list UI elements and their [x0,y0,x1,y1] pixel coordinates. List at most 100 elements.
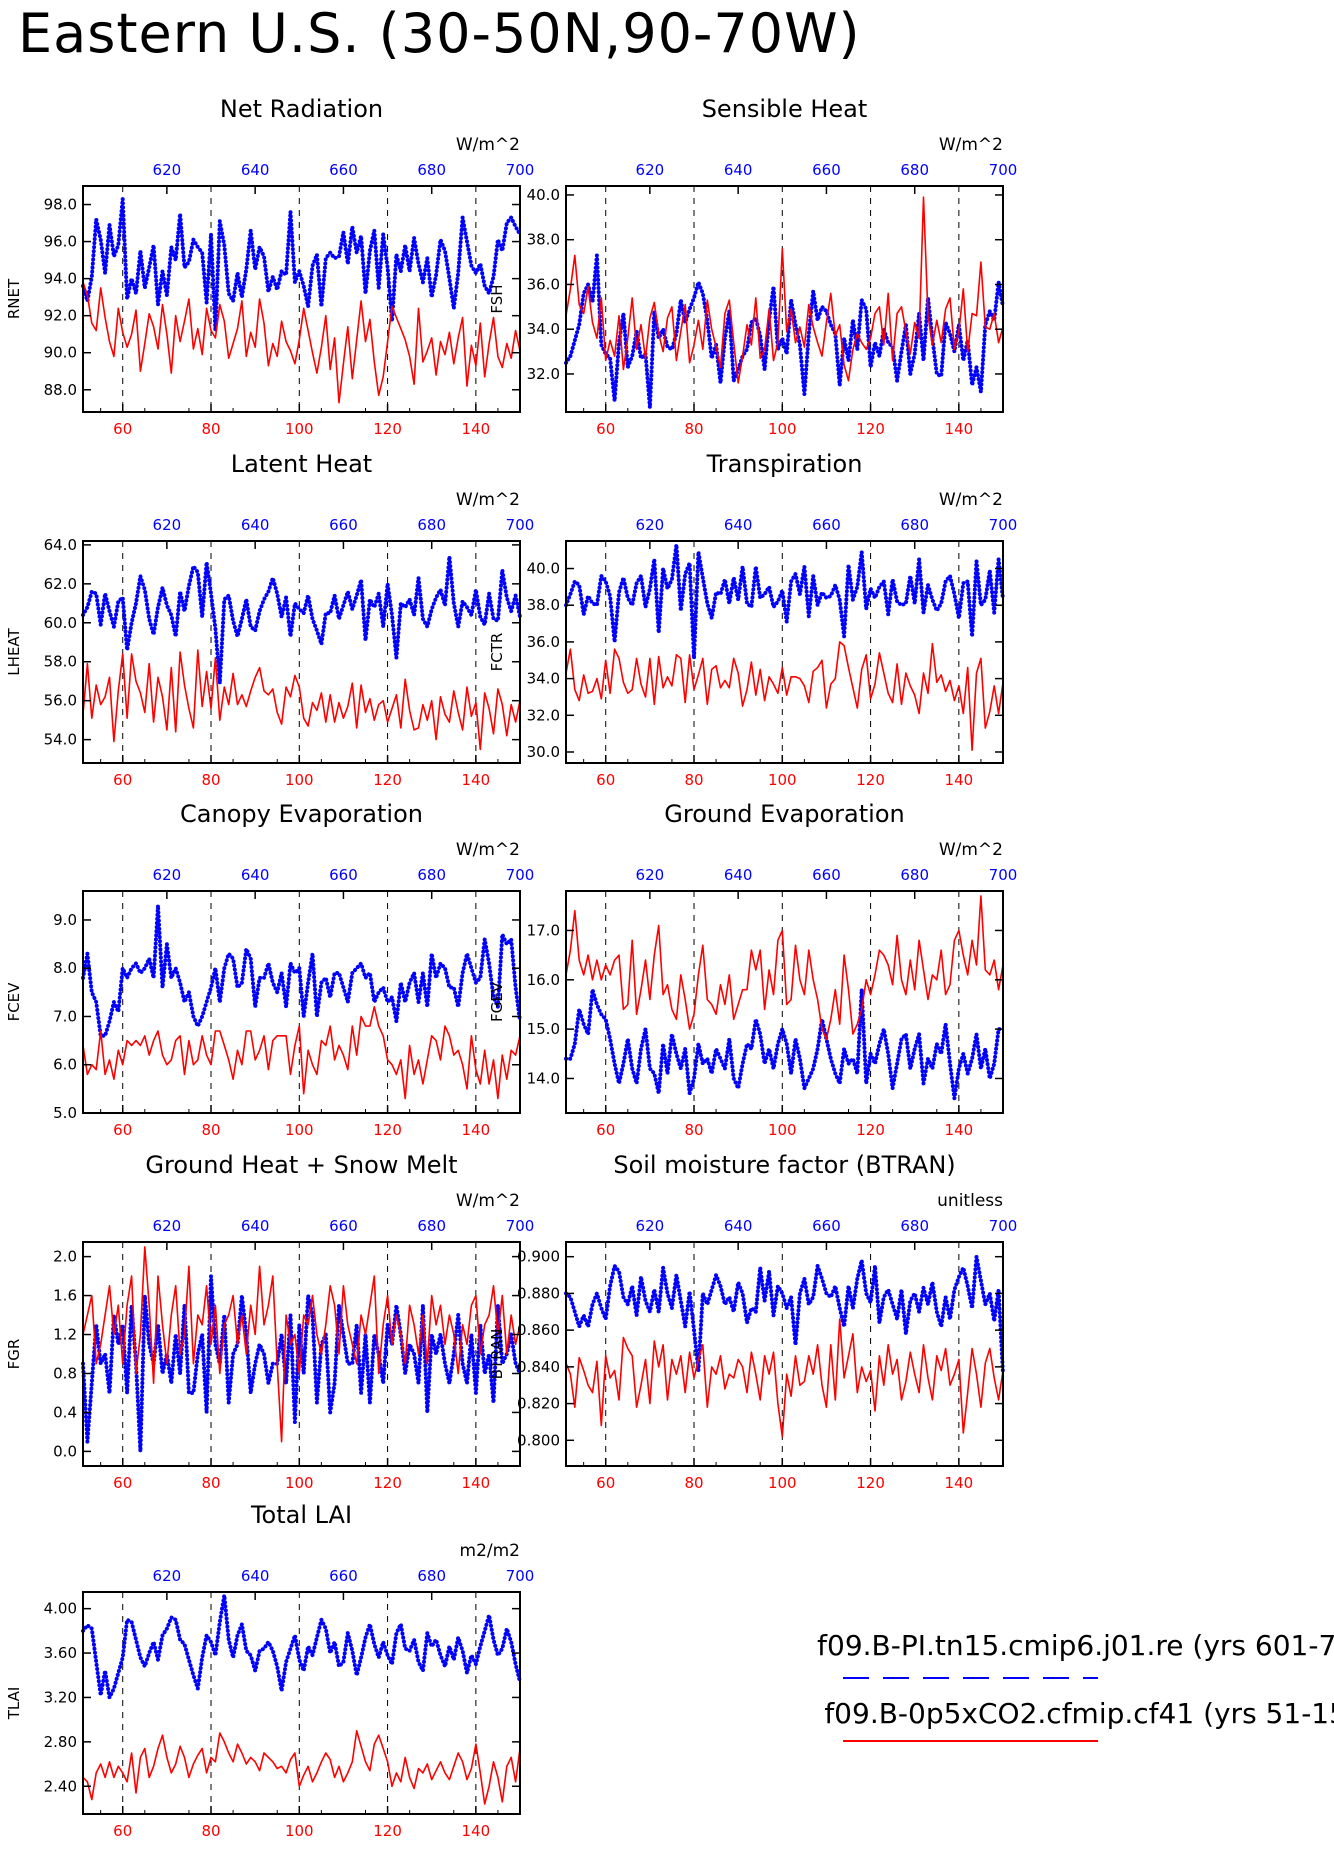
series-line-red [82,1246,521,1443]
series-line-red [565,1318,1004,1438]
y-tick-label: 60.0 [44,614,77,632]
units-label: W/m^2 [939,490,1003,510]
y-tick-label: 94.0 [44,270,77,288]
x-tick-label-top: 700 [989,516,1018,534]
y-tick-label: 15.0 [527,1020,560,1038]
y-axis-label: FCTR [488,633,506,672]
x-tick-label-top: 680 [417,1567,446,1585]
x-tick-label-bottom: 140 [462,1822,491,1840]
x-tick-label-bottom: 60 [596,1121,615,1139]
x-tick-label-bottom: 140 [945,1121,974,1139]
x-tick-label-bottom: 140 [945,771,974,789]
chart-panel-lheat: Latent Heat W/m^2 LHEAT 60 80 100 120 140 620 640… [5,450,534,789]
y-axis-label: FGR [5,1339,23,1370]
y-tick-label: 34.0 [527,320,560,338]
y-tick-label: 98.0 [44,196,77,214]
y-tick-label: 0.880 [517,1284,560,1302]
y-tick-label: 5.0 [53,1104,77,1122]
x-tick-label-top: 640 [724,161,753,179]
plot-frame [82,185,521,413]
x-tick-label-bottom: 120 [373,420,402,438]
panel-title: Net Radiation [220,95,383,123]
plot-frame [565,1241,1004,1467]
y-tick-label: 56.0 [44,692,77,710]
x-tick-label-top: 660 [812,516,841,534]
y-tick-label: 96.0 [44,233,77,251]
x-tick-label-bottom: 100 [768,771,797,789]
series-line-blue [81,554,522,686]
x-tick-label-top: 680 [417,866,446,884]
series-line-red [82,282,521,404]
series-line-blue [564,987,1005,1101]
y-tick-label: 38.0 [527,596,560,614]
panel-title: Transpiration [706,450,863,478]
x-tick-label-top: 680 [417,161,446,179]
y-tick-label: 9.0 [53,911,77,929]
plot-frame [82,540,521,764]
x-tick-label-top: 680 [900,866,929,884]
x-tick-label-bottom: 100 [285,1121,314,1139]
plot-frame [565,185,1004,413]
y-axis-label: RNET [5,278,23,319]
chart-panel-fctr: Transpiration W/m^2 FCTR 60 80 100 120 140 620 64… [488,450,1017,789]
series-line-blue [81,903,522,1038]
y-tick-label: 90.0 [44,344,77,362]
x-tick-label-bottom: 80 [684,420,703,438]
chart-panel-fgev: Ground Evaporation W/m^2 FGEV 60 80 100 120 140… [488,800,1017,1139]
units-label: W/m^2 [456,490,520,510]
x-tick-label-bottom: 120 [373,1822,402,1840]
x-tick-label-top: 700 [989,866,1018,884]
y-tick-label: 32.0 [527,706,560,724]
y-axis-label: LHEAT [5,627,23,675]
y-tick-label: 0.860 [517,1321,560,1339]
panel-title: Canopy Evaporation [180,800,423,828]
panel-title: Ground Evaporation [664,800,904,828]
series-line-blue [564,253,1005,410]
y-tick-label: 34.0 [527,670,560,688]
x-tick-label-top: 640 [241,1567,270,1585]
series-line-red [82,1730,521,1805]
series-line-red [82,649,521,751]
x-tick-label-bottom: 140 [945,420,974,438]
chart-panel-fcev: Canopy Evaporation W/m^2 FCEV 60 80 100 120 140… [5,800,534,1139]
x-tick-label-top: 620 [636,1217,665,1235]
x-tick-label-bottom: 60 [596,420,615,438]
x-tick-label-bottom: 100 [285,1474,314,1492]
x-tick-label-top: 640 [241,161,270,179]
panel-title: Total LAI [250,1501,352,1529]
x-tick-label-top: 660 [812,866,841,884]
x-tick-label-top: 620 [153,1217,182,1235]
x-tick-label-top: 640 [724,516,753,534]
units-label: unitless [937,1191,1003,1211]
y-tick-label: 0.0 [53,1442,77,1460]
legend: f09.B-PI.tn15.cmip6.j01.re (yrs 601-700)… [817,1629,1334,1742]
x-tick-label-bottom: 140 [462,771,491,789]
plot-frame [82,890,521,1114]
x-tick-label-bottom: 120 [373,1474,402,1492]
y-tick-label: 58.0 [44,653,77,671]
series-line-red [565,895,1004,1040]
plot-frame [82,1241,521,1467]
y-tick-label: 14.0 [527,1069,560,1087]
y-tick-label: 16.0 [527,971,560,989]
legend-case2-label: f09.B-0p5xCO2.cfmip.cf41 (yrs 51-150) [824,1697,1334,1730]
y-tick-label: 62.0 [44,575,77,593]
x-tick-label-bottom: 80 [684,1121,703,1139]
x-tick-label-top: 700 [989,161,1018,179]
x-tick-label-top: 620 [636,516,665,534]
y-tick-label: 30.0 [527,743,560,761]
x-tick-label-bottom: 80 [201,1474,220,1492]
y-tick-label: 0.840 [517,1358,560,1376]
y-tick-label: 38.0 [527,231,560,249]
x-tick-label-bottom: 100 [768,1474,797,1492]
units-label: W/m^2 [456,1191,520,1211]
units-label: W/m^2 [939,135,1003,155]
x-tick-label-top: 700 [506,161,535,179]
x-tick-label-bottom: 60 [113,1822,132,1840]
plot-frame [565,540,1004,764]
y-tick-label: 92.0 [44,307,77,325]
x-tick-label-top: 620 [153,161,182,179]
x-tick-label-top: 620 [153,866,182,884]
series-line-blue [81,1593,522,1700]
series-line-blue [81,197,522,333]
